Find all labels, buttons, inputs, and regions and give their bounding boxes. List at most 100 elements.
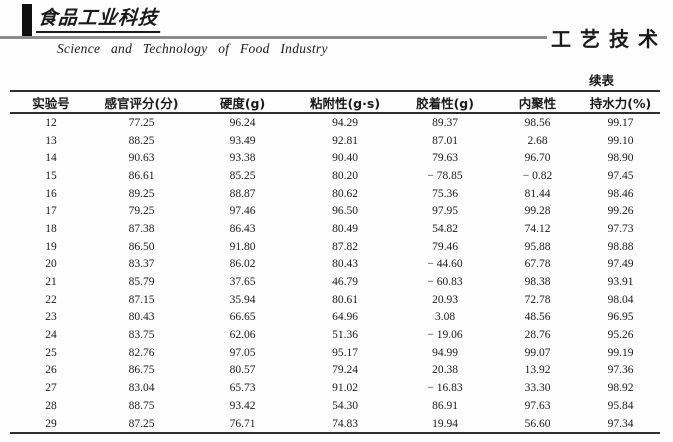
table-cell: 90.63 (128, 152, 155, 165)
table-cell: 66.65 (229, 311, 256, 324)
table-cell: 3.08 (434, 311, 456, 324)
table-cell: 19 (45, 240, 57, 253)
table-cell: 98.88 (607, 240, 634, 253)
table-cell: 86.50 (128, 240, 155, 253)
table-cell: 79.25 (128, 205, 155, 218)
table-row: 21 85.79 37.65 46.79 − 60.83 98.38 93.91 (10, 273, 660, 291)
table-cell: 90.40 (332, 152, 358, 165)
table-cell: 20 (45, 258, 57, 271)
table-cell: 85.79 (128, 276, 155, 289)
table-cell: 28.76 (524, 329, 551, 342)
table-cell: 22 (45, 293, 57, 306)
table-cell: 79.24 (332, 364, 358, 377)
table-cell: 88.25 (128, 134, 155, 147)
table-cell: 98.56 (524, 116, 551, 129)
table-cell: 97.95 (432, 205, 458, 218)
table-cell: 91.02 (332, 382, 358, 395)
column-header: 感官评分(分) (92, 91, 191, 114)
table-cell: 35.94 (229, 293, 256, 306)
table-cell: 83.37 (128, 258, 155, 271)
table-cell: 82.76 (128, 346, 155, 359)
table-cell: 91.80 (229, 240, 256, 253)
table-cell: 24 (45, 329, 57, 342)
section-title: 工艺技术 (551, 27, 667, 51)
table-cell: 94.29 (332, 116, 358, 129)
table-cell: 94.99 (432, 346, 458, 359)
table-cell: 96.24 (229, 116, 256, 129)
table-row: 19 86.50 91.80 87.82 79.46 95.88 98.88 (10, 238, 660, 256)
table-cell: 99.19 (607, 346, 634, 359)
table-cell: 97.05 (229, 346, 256, 359)
table-cell: − 44.60 (427, 258, 463, 271)
table-cell: 37.65 (229, 276, 256, 289)
table-cell: 48.56 (524, 311, 551, 324)
table-cell: 20.38 (432, 364, 458, 377)
column-header: 实验号 (10, 91, 92, 114)
table-cell: 86.61 (128, 169, 155, 182)
table-cell: 76.71 (229, 417, 256, 430)
table-row: 26 86.75 80.57 79.24 20.38 13.92 97.36 (10, 362, 660, 380)
table-cell: 98.46 (607, 187, 634, 200)
table-cell: 95.26 (607, 329, 634, 342)
table-cell: 96.50 (332, 205, 358, 218)
table-cell: 97.46 (229, 205, 256, 218)
table-cell: 98.92 (607, 382, 634, 395)
table-cell: 16 (45, 187, 57, 200)
column-header: 持水力(%) (581, 91, 660, 114)
table-cell: 27 (45, 382, 57, 395)
results-table: 实验号 感官评分(分) 硬度(g) 粘附性(g·s) 胶着性(g) 内聚性 持水力(%) 1… (10, 90, 660, 435)
table-row: 25 82.76 97.05 95.17 94.99 99.07 99.19 (10, 344, 660, 362)
table-cell: 25 (45, 346, 57, 359)
table-cell: 93.38 (229, 152, 256, 165)
table-cell: 2.68 (527, 134, 548, 147)
table-cell: 33.30 (524, 382, 551, 395)
table-cell: 83.75 (128, 329, 155, 342)
table-cell: 54.30 (332, 399, 358, 412)
table-cell: − 19.06 (427, 329, 463, 342)
table-row: 14 90.63 93.38 90.40 79.63 96.70 98.90 (10, 149, 660, 167)
table-cell: 86.43 (229, 222, 256, 235)
table-cell: 15 (45, 169, 57, 182)
masthead-rule-divider (0, 36, 547, 39)
table-cell: 18 (45, 222, 57, 235)
table-cell: 51.36 (332, 329, 358, 342)
table-cell: 80.43 (128, 311, 155, 324)
table-cell: 97.34 (607, 417, 634, 430)
table-cell: 99.07 (524, 346, 551, 359)
table-cell: 80.20 (332, 169, 358, 182)
table-cell: 79.46 (432, 240, 458, 253)
table-cell: 46.79 (332, 276, 358, 289)
table-cell: 97.49 (607, 258, 634, 271)
table-cell: 98.04 (607, 293, 634, 306)
table-cell: 89.25 (128, 187, 155, 200)
table-cell: 87.15 (128, 293, 155, 306)
table-row: 17 79.25 97.46 96.50 97.95 99.28 99.26 (10, 202, 660, 220)
table-cell: 80.61 (332, 293, 358, 306)
table-cell: 97.63 (524, 399, 551, 412)
table-cell: 97.45 (607, 169, 634, 182)
column-header: 粘附性(g·s) (294, 91, 396, 114)
table-cell: 88.87 (229, 187, 256, 200)
table-cell: 13 (45, 134, 57, 147)
table-cell: 88.75 (128, 399, 155, 412)
table-cell: 23 (45, 311, 57, 324)
table-cell: 99.17 (607, 116, 634, 129)
table-cell: 93.49 (229, 134, 256, 147)
table-cell: 20.93 (432, 293, 458, 306)
table-cell: − 16.83 (427, 382, 463, 395)
table-cell: 80.62 (332, 187, 358, 200)
table-cell: 93.91 (607, 276, 634, 289)
table-cell: 98.38 (524, 276, 551, 289)
table-cell: 80.49 (332, 222, 358, 235)
column-header: 硬度(g) (191, 91, 294, 114)
table-cell: 93.42 (229, 399, 256, 412)
table-cell: 96.95 (607, 311, 634, 324)
table-cell: 62.06 (229, 329, 256, 342)
table-cell: 98.90 (607, 152, 634, 165)
table-row: 29 87.25 76.71 74.83 19.94 56.60 97.34 (10, 415, 660, 434)
table-cell: − 60.83 (427, 276, 463, 289)
table-cell: 99.28 (524, 205, 551, 218)
table-cell: 87.38 (128, 222, 155, 235)
table-cell: 99.26 (607, 205, 634, 218)
